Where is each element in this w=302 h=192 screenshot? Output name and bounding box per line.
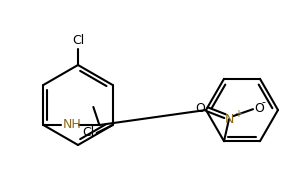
Text: -: - [261, 97, 265, 107]
Text: NH: NH [62, 118, 81, 132]
Text: Cl: Cl [72, 34, 84, 47]
Text: Cl: Cl [82, 127, 95, 140]
Text: +: + [234, 109, 242, 119]
Text: N: N [224, 113, 234, 126]
Text: O: O [195, 102, 205, 115]
Text: O: O [254, 102, 264, 115]
